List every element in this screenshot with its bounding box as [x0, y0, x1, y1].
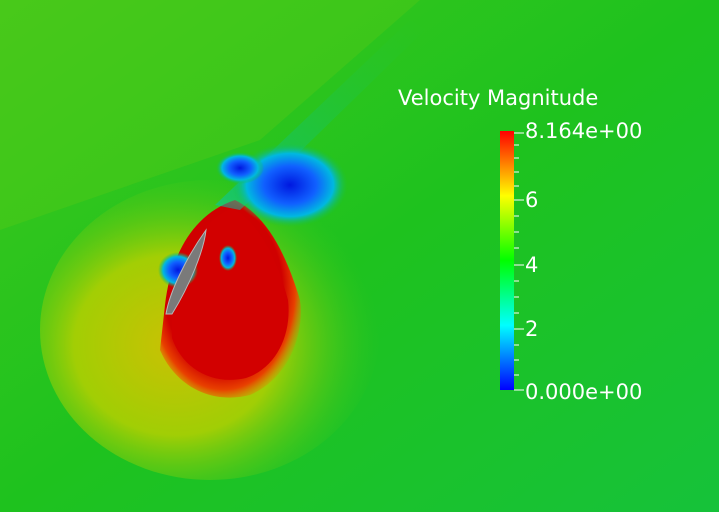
legend-title: Velocity Magnitude	[398, 86, 599, 110]
airfoil-shape	[165, 228, 207, 315]
legend-tick-label: 2	[525, 317, 539, 341]
legend-tick-label: 4	[525, 253, 539, 277]
legend-tick-label: 6	[525, 188, 539, 212]
color-scale-ticks	[514, 132, 524, 391]
low-velocity-spot-inner	[219, 245, 237, 271]
low-velocity-spot-upper	[216, 152, 264, 184]
legend-max-label: 8.164e+00	[525, 119, 643, 143]
color-scale-bar	[500, 131, 514, 390]
legend-min-label: 0.000e+00	[525, 380, 643, 404]
upper-field-region	[0, 0, 420, 230]
